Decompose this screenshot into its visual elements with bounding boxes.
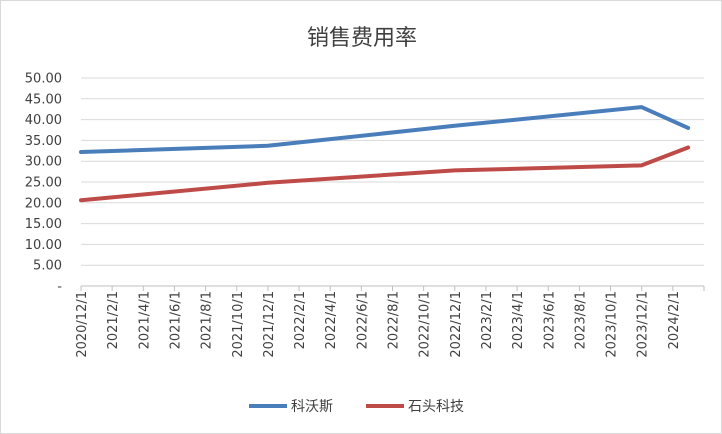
- x-tick-label: 2021/4/1: [137, 291, 152, 349]
- x-tick-label: 2021/6/1: [168, 291, 183, 349]
- axes: - 5.00 10.00 15.00 20.00 25.00 30.00 35.00 40.00…: [25, 72, 705, 358]
- y-tick-label: 25.00: [25, 176, 62, 191]
- series-line-1: [79, 145, 691, 203]
- x-tick-label: 2022/12/1: [449, 291, 464, 358]
- legend-label: 石头科技: [408, 399, 464, 415]
- chart-title: 销售费用率: [307, 26, 417, 51]
- x-tick-label: 2020/12/1: [75, 291, 90, 358]
- x-tick-label: 2023/8/1: [573, 291, 588, 349]
- legend-label: 科沃斯: [291, 399, 333, 415]
- x-tick-label: 2021/2/1: [106, 291, 121, 349]
- x-tick-label: 2021/10/1: [231, 291, 246, 358]
- y-tick-label: 5.00: [33, 259, 62, 274]
- x-tick-label: 2022/8/1: [387, 291, 402, 349]
- legend: 科沃斯 石头科技: [249, 399, 464, 415]
- y-tick-label: 35.00: [25, 134, 62, 149]
- x-tick-label: 2021/8/1: [200, 291, 215, 349]
- y-tick-label: 15.00: [25, 217, 62, 232]
- y-tick-label: 45.00: [25, 92, 62, 107]
- x-tick-label: 2023/10/1: [605, 291, 620, 358]
- y-tick-label: 20.00: [25, 196, 62, 211]
- x-tick-label: 2023/6/1: [542, 291, 557, 349]
- x-tick-label: 2023/12/1: [636, 291, 651, 358]
- x-tick-label: 2022/10/1: [418, 291, 433, 358]
- x-tick-label: 2021/12/1: [262, 291, 277, 358]
- y-tick-label: -: [57, 280, 62, 295]
- x-tick-label: 2022/6/1: [355, 291, 370, 349]
- x-tick-label: 2024/2/1: [667, 291, 682, 349]
- x-tick-label: 2023/4/1: [511, 291, 526, 349]
- series-lines: [79, 105, 691, 203]
- gridlines: [81, 77, 704, 266]
- x-tick-label: 2022/4/1: [324, 291, 339, 349]
- y-tick-label: 10.00: [25, 238, 62, 253]
- y-tick-label: 50.00: [25, 72, 62, 87]
- y-tick-label: 40.00: [25, 113, 62, 128]
- x-tick-label: 2023/2/1: [480, 291, 495, 349]
- x-tick-label: 2022/2/1: [293, 291, 308, 349]
- series-line-0: [79, 105, 691, 154]
- y-tick-label: 30.00: [25, 155, 62, 170]
